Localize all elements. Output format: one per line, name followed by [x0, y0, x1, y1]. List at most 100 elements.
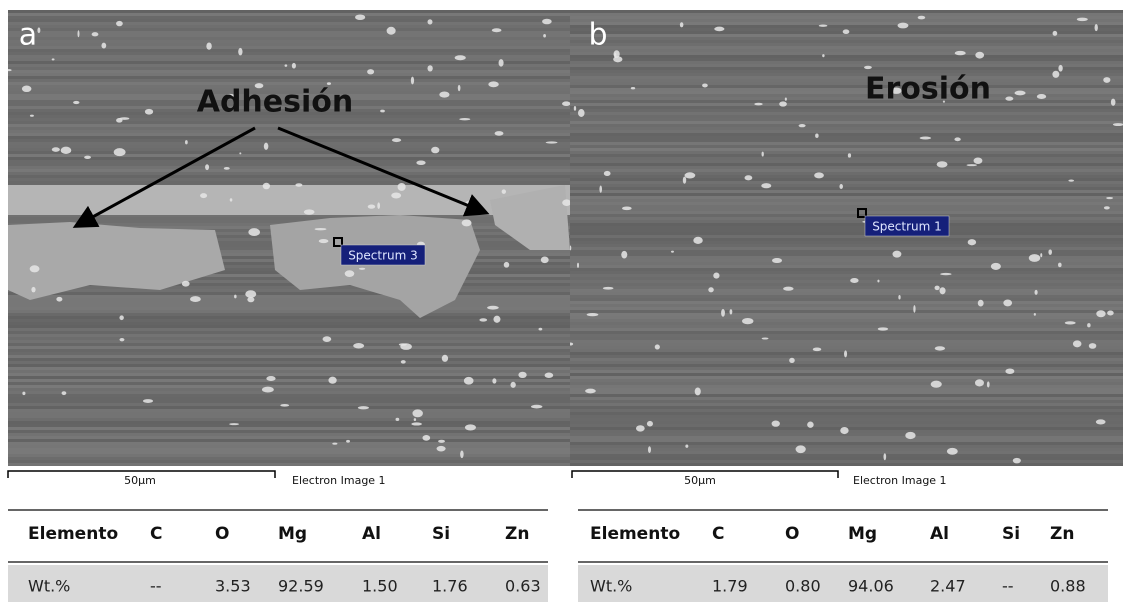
scratch [8, 358, 570, 361]
particle [358, 406, 369, 409]
scale-bar-label: 50µm [124, 474, 156, 487]
scratch [8, 169, 570, 172]
particle [531, 405, 543, 409]
scratch [8, 436, 570, 439]
particle [492, 28, 502, 32]
scratch [570, 169, 1123, 172]
particle [239, 152, 241, 154]
scratch [8, 454, 570, 457]
table-header: Elemento [28, 524, 118, 544]
particle [577, 263, 579, 268]
particle [442, 355, 448, 362]
scratch [570, 10, 1123, 13]
panel-label: a [19, 18, 37, 53]
particle [685, 172, 696, 178]
scratch [570, 100, 1123, 103]
particle [543, 34, 546, 38]
table-cell: 1.79 [712, 577, 748, 596]
scratch [8, 346, 570, 349]
particle [822, 54, 824, 57]
table-header: Zn [1050, 524, 1074, 544]
scratch [570, 337, 1123, 340]
scratch [8, 73, 570, 76]
particle [546, 141, 558, 143]
scratch [570, 325, 1123, 328]
scratch [8, 40, 570, 43]
scratch [8, 415, 570, 418]
particle [1052, 71, 1059, 78]
particle [975, 379, 984, 386]
scratch [570, 106, 1123, 109]
scratch [8, 388, 570, 391]
particle [807, 422, 814, 428]
scratch [570, 136, 1123, 139]
scratch [8, 19, 570, 22]
particle [783, 287, 793, 291]
table-cell: 0.63 [505, 577, 541, 596]
particle [954, 137, 960, 141]
scratch [8, 52, 570, 55]
scratch [8, 328, 570, 331]
scratch [570, 181, 1123, 184]
scratch [570, 121, 1123, 124]
table-header: Elemento [590, 524, 680, 544]
scratch [8, 400, 570, 403]
particle [1068, 180, 1074, 182]
scratch [8, 220, 570, 223]
scratch [570, 67, 1123, 70]
particle [200, 193, 207, 198]
particle [332, 443, 337, 445]
particle [323, 336, 332, 342]
particle [510, 382, 515, 388]
annotation: Erosión [865, 72, 991, 107]
particle [819, 24, 828, 26]
scratch [570, 268, 1123, 271]
scratch [570, 133, 1123, 136]
particle [458, 85, 461, 91]
particle [263, 183, 270, 190]
particle [762, 337, 769, 339]
image-caption: Electron Image 1 [292, 474, 386, 487]
particle [721, 309, 725, 317]
scratch [8, 22, 570, 25]
scratch [570, 37, 1123, 40]
scratch [8, 322, 570, 325]
particle [935, 346, 945, 350]
particle [621, 251, 627, 259]
particle [1089, 343, 1097, 349]
particle [978, 300, 984, 307]
particle [878, 327, 888, 330]
particle [292, 63, 296, 69]
scratch [8, 337, 570, 340]
particle [1058, 263, 1062, 268]
scratch [8, 310, 570, 313]
scratch [570, 382, 1123, 385]
scratch [8, 382, 570, 385]
scratch [570, 199, 1123, 202]
groove [8, 185, 570, 215]
particle [935, 286, 940, 291]
scratch [8, 409, 570, 412]
particle [234, 295, 237, 299]
particle [190, 296, 201, 302]
particle [185, 140, 188, 144]
particle [264, 143, 269, 150]
scratch [8, 61, 570, 64]
particle [1035, 290, 1038, 295]
particle [562, 199, 571, 206]
scratch [8, 364, 570, 367]
scratch [570, 52, 1123, 55]
scratch [570, 172, 1123, 175]
particle [459, 118, 470, 120]
table-header: Mg [848, 524, 877, 544]
particle [488, 81, 498, 87]
scratch [570, 304, 1123, 307]
particle [355, 14, 365, 20]
particle [742, 318, 753, 324]
scratch [570, 34, 1123, 37]
scratch [8, 136, 570, 139]
particle [745, 175, 753, 180]
particle [399, 343, 407, 346]
scratch [8, 58, 570, 61]
scratch [570, 250, 1123, 253]
